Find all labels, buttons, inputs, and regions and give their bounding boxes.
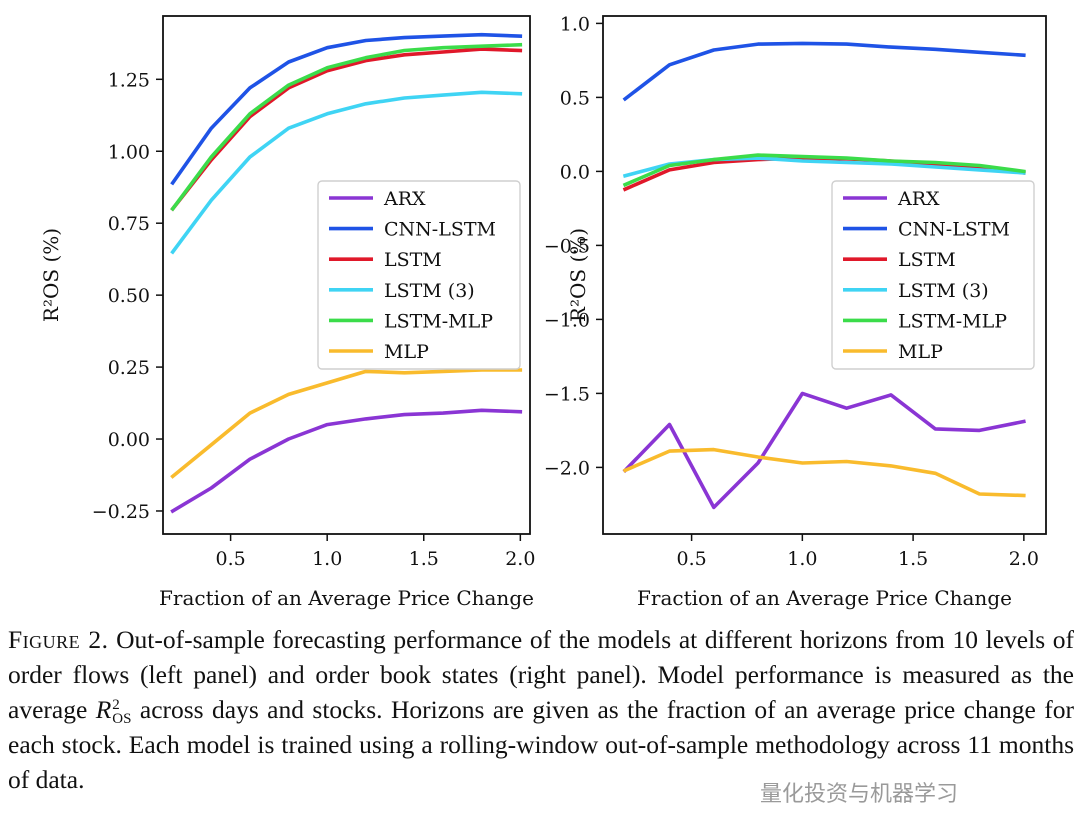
figure-caption: Figure 2. Out-of-sample forecasting perf…	[8, 622, 1074, 797]
y-tick-label: −0.25	[92, 501, 150, 523]
x-tick-label: 1.0	[312, 548, 342, 570]
y-tick-label: 1.25	[108, 69, 150, 91]
legend-label: ARX	[383, 188, 426, 210]
series-line-lstm-3	[170, 90, 523, 255]
series-line-mlp	[170, 368, 523, 479]
legend: ARX CNN-LSTM LSTM LSTM (3) LSTM-MLP MLP	[831, 180, 1035, 370]
caption-label: Figure 2.	[8, 625, 109, 654]
legend-label: CNN-LSTM	[898, 219, 1010, 241]
legend-label: MLP	[384, 341, 429, 363]
x-tick-label: 2.0	[1009, 548, 1039, 570]
left-panel: 0.5 1.0 1.5 2.0 −0.25 0.00 0.25 0.50 0.75 1.00 1.2…	[39, 15, 535, 610]
y-tick-label: 0.0	[560, 161, 590, 183]
y-tick-label: 0.75	[108, 213, 150, 235]
y-tick-label: 0.00	[108, 429, 150, 451]
legend-label: LSTM (3)	[384, 280, 475, 302]
series-line-cnn-lstm	[622, 41, 1026, 102]
series-line-lstm-mlp	[170, 42, 523, 212]
x-axis-label: Fraction of an Average Price Change	[159, 586, 534, 610]
legend-label: LSTM (3)	[898, 280, 989, 302]
x-tick-label: 1.5	[409, 548, 439, 570]
y-tick-label: −2.0	[544, 457, 590, 479]
y-tick-label: 0.25	[108, 357, 150, 379]
caption-math-sup: 2	[112, 697, 120, 714]
figure: 0.5 1.0 1.5 2.0 −0.25 0.00 0.25 0.50 0.75 1.00 1.2…	[39, 13, 1047, 610]
axes-frame	[162, 15, 531, 535]
y-axis-label: R²OS (%)	[566, 228, 590, 322]
x-tick-label: 0.5	[215, 548, 245, 570]
y-tick-label: 0.5	[560, 87, 590, 109]
y-tick-label: 0.50	[108, 285, 150, 307]
x-tick-label: 1.5	[898, 548, 928, 570]
series-line-lstm	[170, 47, 523, 212]
y-axis-label: R²OS (%)	[39, 228, 63, 322]
y-tick-label: 1.0	[560, 13, 590, 35]
axes-frame	[602, 15, 1047, 535]
legend-label: MLP	[898, 341, 943, 363]
x-tick-label: 2.0	[505, 548, 535, 570]
legend-label: LSTM-MLP	[384, 310, 493, 332]
caption-text-1: Out-of-sample forecasting performance of…	[8, 625, 1075, 724]
caption-text-2: across days and stocks. Horizons are giv…	[8, 695, 1074, 794]
caption-math-scripts: 2 OS	[112, 697, 132, 728]
y-tick-label: −1.5	[544, 383, 590, 405]
legend-label: LSTM	[898, 249, 956, 271]
y-tick-label: 1.00	[108, 141, 150, 163]
y-tick-label: −1.0	[544, 309, 590, 331]
x-axis-label: Fraction of an Average Price Change	[637, 586, 1012, 610]
series-line-mlp	[622, 447, 1026, 498]
caption-math-symbol: R	[95, 695, 112, 724]
legend-label: CNN-LSTM	[384, 219, 496, 241]
series-line-lstm-mlp	[622, 153, 1026, 188]
y-tick-label: −0.5	[544, 235, 590, 257]
legend: ARX CNN-LSTM LSTM LSTM (3) LSTM-MLP MLP	[317, 180, 521, 370]
x-tick-label: 0.5	[676, 548, 706, 570]
series-line-arx	[170, 408, 523, 514]
legend-label: LSTM-MLP	[898, 310, 1007, 332]
legend-label: LSTM	[384, 249, 442, 271]
series-line-cnn-lstm	[170, 32, 523, 186]
caption-math-sub: OS	[112, 711, 132, 728]
right-panel: 0.5 1.0 1.5 2.0 −2.0 −1.5 −1.0 −0.5 0.0 0.5 1.0 Fra…	[544, 13, 1047, 610]
watermark: 量化投资与机器学习	[760, 782, 959, 807]
x-tick-label: 1.0	[787, 548, 817, 570]
legend-label: ARX	[897, 188, 940, 210]
series-line-arx	[622, 391, 1026, 510]
